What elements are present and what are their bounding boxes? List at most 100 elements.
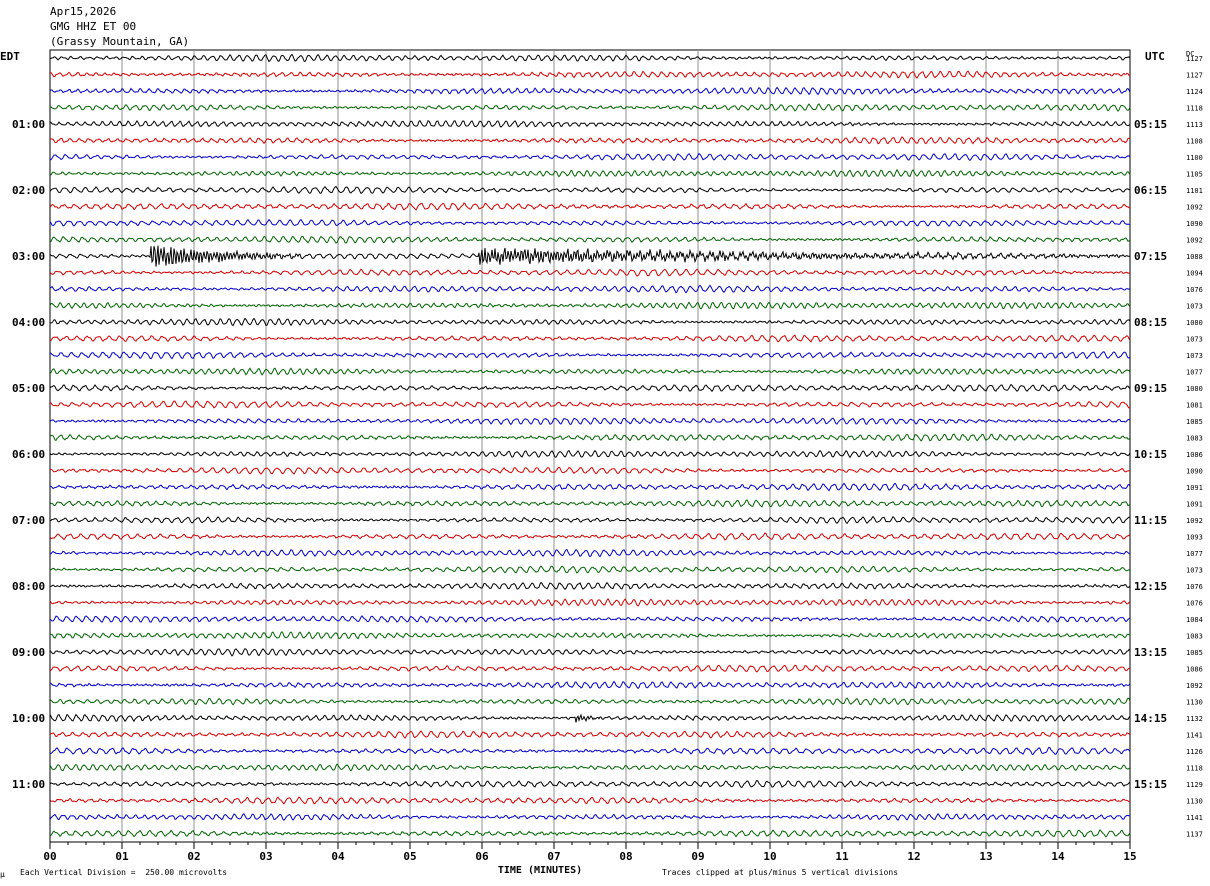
seismic-trace bbox=[49, 218, 1131, 227]
seismic-trace bbox=[49, 779, 1131, 788]
dc-offset-value: 1073 bbox=[1186, 336, 1203, 344]
left-hour-label: 06:00 bbox=[12, 448, 45, 461]
seismic-trace bbox=[49, 449, 1131, 459]
left-hour-label: 08:00 bbox=[12, 580, 45, 593]
seismic-trace bbox=[49, 746, 1131, 756]
seismic-trace bbox=[49, 615, 1131, 623]
seismic-trace bbox=[49, 548, 1131, 558]
seismic-trace bbox=[49, 168, 1131, 178]
scale-note: Each Vertical Division = 250.00 microvol… bbox=[20, 868, 228, 877]
seismic-trace bbox=[49, 680, 1131, 689]
dc-offset-value: 1076 bbox=[1186, 600, 1203, 608]
clip-note: Traces clipped at plus/minus 5 vertical … bbox=[662, 868, 899, 877]
seismic-trace bbox=[49, 351, 1131, 360]
seismic-trace bbox=[49, 597, 1131, 607]
x-tick-label: 03 bbox=[259, 850, 272, 863]
seismic-trace bbox=[49, 53, 1131, 63]
seismic-trace bbox=[49, 433, 1131, 442]
dc-column-label: DC bbox=[1186, 50, 1195, 58]
left-hour-label: 11:00 bbox=[12, 778, 45, 791]
dc-offset-value: 1076 bbox=[1186, 583, 1203, 591]
dc-offset-value: 1141 bbox=[1186, 814, 1203, 822]
seismic-trace bbox=[49, 647, 1131, 657]
dc-offset-value: 1100 bbox=[1186, 154, 1203, 162]
right-timezone-label: UTC bbox=[1145, 50, 1165, 63]
dc-offset-value: 1092 bbox=[1186, 517, 1203, 525]
dc-offset-value: 1083 bbox=[1186, 435, 1203, 443]
seismic-trace bbox=[49, 664, 1131, 673]
seismic-trace bbox=[49, 245, 1131, 267]
x-tick-label: 09 bbox=[691, 850, 704, 863]
seismic-trace bbox=[49, 400, 1131, 409]
seismic-trace bbox=[49, 532, 1131, 541]
dc-offset-value: 1080 bbox=[1186, 319, 1203, 327]
right-hour-label: 05:15 bbox=[1134, 118, 1167, 131]
x-tick-label: 11 bbox=[835, 850, 849, 863]
x-tick-label: 07 bbox=[547, 850, 560, 863]
dc-offset-value: 1137 bbox=[1186, 831, 1203, 839]
dc-offset-value: 1130 bbox=[1186, 798, 1203, 806]
dc-offset-value: 1090 bbox=[1186, 220, 1203, 228]
seismic-trace bbox=[49, 730, 1131, 739]
seismic-trace bbox=[49, 284, 1131, 294]
seismic-trace bbox=[49, 367, 1131, 376]
dc-offset-value: 1086 bbox=[1186, 451, 1203, 459]
dc-offset-value: 1084 bbox=[1186, 616, 1203, 624]
dc-offset-value: 1092 bbox=[1186, 237, 1203, 245]
dc-offset-value: 1073 bbox=[1186, 567, 1203, 575]
left-hour-label: 09:00 bbox=[12, 646, 45, 659]
x-tick-label: 06 bbox=[475, 850, 489, 863]
right-hour-label: 12:15 bbox=[1134, 580, 1167, 593]
seismic-trace bbox=[49, 466, 1131, 475]
dc-offset-value: 1091 bbox=[1186, 501, 1203, 509]
seismic-trace bbox=[49, 86, 1131, 96]
dc-offset-value: 1073 bbox=[1186, 352, 1203, 360]
dc-offset-value: 1132 bbox=[1186, 715, 1203, 723]
dc-offset-value: 1093 bbox=[1186, 534, 1203, 542]
dc-offset-value: 1130 bbox=[1186, 699, 1203, 707]
left-hour-label: 05:00 bbox=[12, 382, 45, 395]
dc-offset-value: 1124 bbox=[1186, 88, 1203, 96]
x-tick-label: 10 bbox=[763, 850, 776, 863]
seismic-trace bbox=[49, 581, 1131, 590]
x-tick-label: 08 bbox=[619, 850, 632, 863]
right-hour-label: 09:15 bbox=[1134, 382, 1167, 395]
dc-offset-value: 1127 bbox=[1186, 55, 1203, 63]
dc-offset-value: 1118 bbox=[1186, 765, 1203, 773]
right-hour-label: 13:15 bbox=[1134, 646, 1167, 659]
dc-offset-value: 1127 bbox=[1186, 72, 1203, 80]
seismic-trace bbox=[49, 136, 1131, 145]
x-axis-label: TIME (MINUTES) bbox=[498, 865, 582, 876]
seismic-trace bbox=[49, 103, 1131, 112]
seismic-trace bbox=[49, 482, 1131, 492]
left-hour-label: 02:00 bbox=[12, 184, 45, 197]
dc-offset-value: 1081 bbox=[1186, 402, 1203, 410]
left-hour-label: 07:00 bbox=[12, 514, 45, 527]
seismic-trace bbox=[49, 383, 1131, 393]
dc-offset-value: 1092 bbox=[1186, 204, 1203, 212]
x-tick-label: 01 bbox=[115, 850, 129, 863]
seismic-trace bbox=[49, 813, 1131, 821]
dc-offset-value: 1094 bbox=[1186, 270, 1203, 278]
seismic-trace bbox=[49, 499, 1131, 508]
x-tick-label: 02 bbox=[187, 850, 200, 863]
dc-offset-value: 1092 bbox=[1186, 682, 1203, 690]
dc-offset-value: 1118 bbox=[1186, 105, 1203, 113]
seismic-trace bbox=[50, 630, 1131, 640]
seismic-trace bbox=[49, 763, 1131, 772]
x-tick-label: 14 bbox=[1051, 850, 1065, 863]
right-hour-label: 15:15 bbox=[1134, 778, 1167, 791]
seismic-trace bbox=[49, 70, 1131, 79]
seismic-trace bbox=[49, 268, 1131, 277]
dc-offset-value: 1077 bbox=[1186, 369, 1203, 377]
right-hour-label: 08:15 bbox=[1134, 316, 1167, 329]
seismic-trace bbox=[49, 334, 1131, 343]
left-hour-label: 03:00 bbox=[12, 250, 45, 263]
dc-offset-value: 1105 bbox=[1186, 171, 1203, 179]
seismic-trace bbox=[49, 235, 1131, 244]
plot-frame bbox=[49, 49, 1131, 843]
right-hour-label: 11:15 bbox=[1134, 514, 1167, 527]
seismic-trace bbox=[49, 697, 1131, 706]
left-hour-label: 04:00 bbox=[12, 316, 45, 329]
